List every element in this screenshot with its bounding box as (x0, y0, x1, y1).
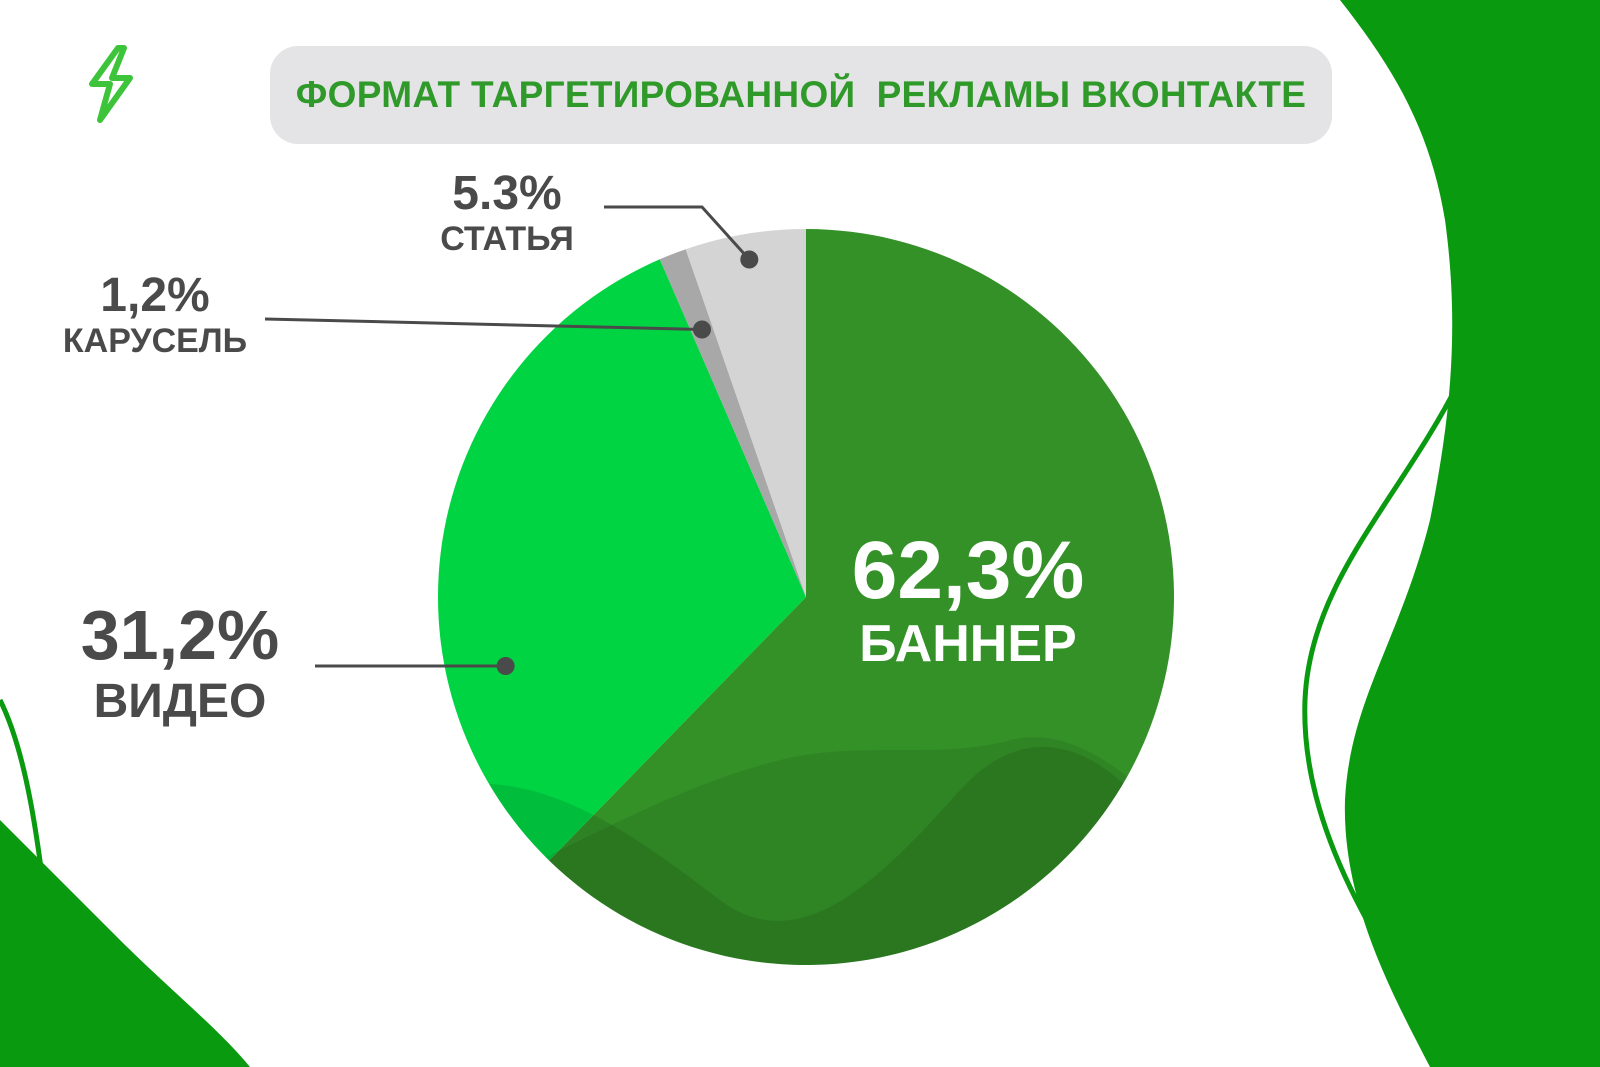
label-banner-name: БАННЕР (859, 615, 1077, 673)
label-karusel-value: 1,2% (100, 269, 210, 322)
label-banner-value: 62,3% (851, 525, 1085, 616)
label-video: 31,2% ВИДЕО (70, 600, 290, 726)
connector-dot-karusel (693, 320, 711, 339)
label-connectors (264, 205, 759, 675)
label-statya-name: СТАТЬЯ (440, 220, 574, 258)
label-karusel-name: КАРУСЕЛЬ (62, 322, 248, 360)
label-video-value: 31,2% (80, 596, 280, 674)
right-wave-shape (1340, 0, 1600, 1067)
label-statya-value: 5.3% (452, 167, 562, 220)
chart-title: ФОРМАТ ТАРГЕТИРОВАННОЙ РЕКЛАМЫ ВКОНТАКТЕ (295, 74, 1307, 115)
label-banner: 62,3% БАННЕР (838, 525, 1098, 673)
label-statya: 5.3% СТАТЬЯ (432, 167, 582, 258)
right-wave-outline (1302, 0, 1568, 1067)
lightning-bolt-icon (89, 45, 133, 123)
connector-dot-video (496, 657, 515, 675)
pie-slice-banner (549, 229, 1174, 965)
label-karusel: 1,2% КАРУСЕЛЬ (50, 269, 260, 360)
connector-line-karusel (264, 317, 703, 331)
title-banner: ФОРМАТ ТАРГЕТИРОВАННОЙ РЕКЛАМЫ ВКОНТАКТЕ (270, 46, 1332, 144)
label-video-name: ВИДЕО (93, 675, 267, 728)
connector-dot-statya (740, 250, 759, 269)
pie-slice-statya (685, 229, 806, 597)
connector-line-statya (604, 205, 751, 261)
left-wave-outline (0, 698, 83, 1067)
pie-slice-video (437, 259, 806, 861)
